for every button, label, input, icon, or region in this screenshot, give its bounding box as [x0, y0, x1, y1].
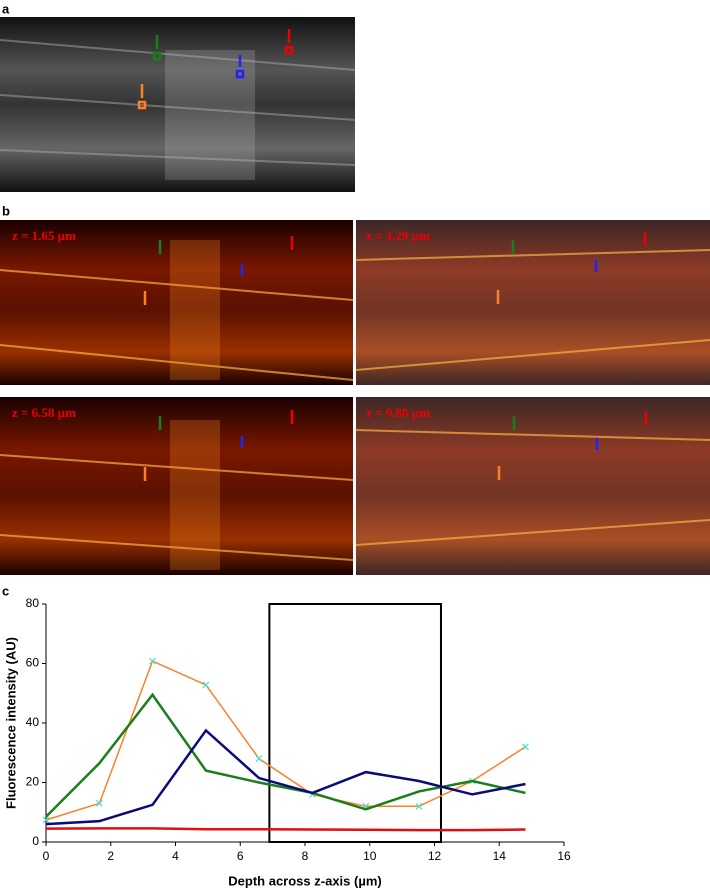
panel-label: b	[2, 203, 10, 218]
x-tick-label: 16	[557, 849, 571, 863]
z-label: z = 3.29 µm	[366, 228, 430, 243]
series-line	[45, 827, 526, 832]
marker	[202, 681, 210, 689]
marker	[95, 799, 103, 807]
x-axis-label: Depth across z-axis (µm)	[228, 873, 381, 888]
x-tick-label: 12	[428, 849, 442, 863]
panel-label: c	[2, 583, 9, 598]
series-line	[45, 728, 526, 826]
image-a	[0, 17, 356, 192]
marker	[522, 743, 529, 751]
marker	[415, 802, 423, 810]
x-tick-label: 4	[172, 849, 179, 863]
marker	[149, 657, 156, 665]
highlight-box	[268, 603, 442, 843]
z-label: z = 1.65 µm	[12, 228, 76, 243]
marker	[42, 816, 50, 824]
x-tick-label: 14	[493, 849, 507, 863]
y-tick-label: 80	[26, 596, 40, 610]
arrows	[137, 29, 648, 481]
series-line	[45, 692, 526, 818]
x-tick-label: 8	[302, 849, 309, 863]
y-tick-label: 20	[26, 775, 40, 789]
z-label: z = 9.88 µm	[366, 405, 430, 420]
image-b	[0, 220, 710, 575]
x-tick-label: 10	[363, 849, 377, 863]
y-tick-label: 60	[26, 656, 40, 670]
marker	[255, 755, 263, 763]
z-label: z = 6.58 µm	[12, 405, 76, 420]
panel-label: a	[2, 1, 10, 16]
y-axis-label: Fluorescence intensity (AU)	[3, 637, 18, 809]
series-line	[45, 660, 526, 821]
y-tick-label: 40	[26, 715, 40, 729]
x-tick-label: 2	[107, 849, 114, 863]
x-tick-label: 6	[237, 849, 244, 863]
y-tick-label: 0	[32, 834, 39, 848]
x-tick-label: 0	[43, 849, 50, 863]
